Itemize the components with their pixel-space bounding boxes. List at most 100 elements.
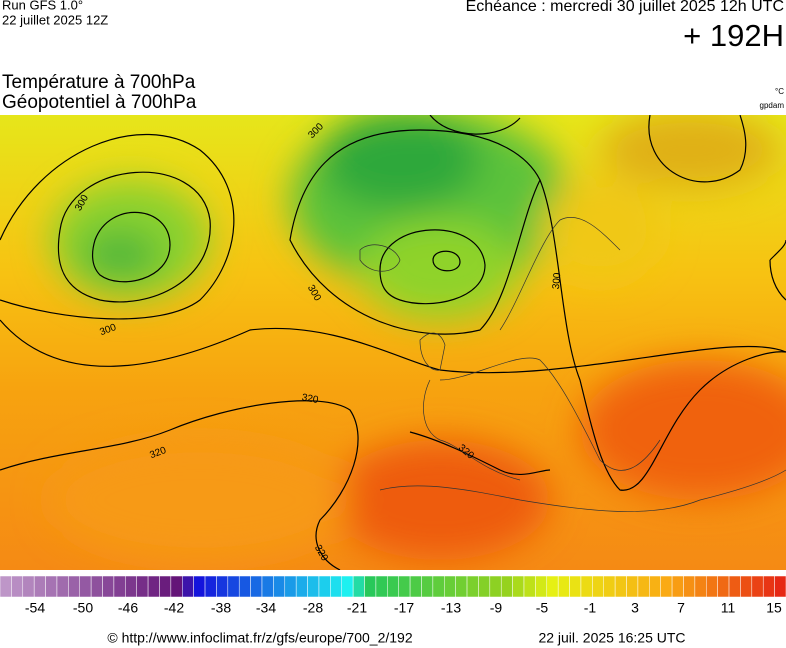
colorbar-swatch bbox=[740, 575, 753, 598]
contour bbox=[0, 134, 235, 320]
colorbar-swatch bbox=[182, 575, 194, 598]
contour bbox=[432, 250, 461, 272]
colorbar-swatch bbox=[535, 575, 548, 598]
colorbar-swatch bbox=[22, 575, 35, 598]
colorbar: -54 -50 -46 -42 -38 -34 -28 -21 -17 -13 -9 -5 -1 3 7 11… bbox=[0, 575, 786, 616]
colorbar-label: -5 bbox=[536, 600, 549, 616]
colorbar-swatch bbox=[444, 575, 456, 598]
colorbar-swatch bbox=[614, 575, 627, 598]
coastline bbox=[499, 217, 621, 331]
colorbar-swatch bbox=[68, 575, 80, 598]
colorbar-swatch bbox=[557, 575, 570, 598]
forecast-time: Echéance : mercredi 30 juillet 2025 12h … bbox=[466, 0, 784, 15]
colorbar-swatch bbox=[387, 575, 399, 598]
title-geopotential: Géopotentiel à 700hPa bbox=[2, 92, 197, 113]
run-date: 22 juillet 2025 12Z bbox=[2, 12, 108, 27]
colorbar-swatch bbox=[706, 575, 718, 598]
source-url: © http://www.infoclimat.fr/z/gfs/europe/… bbox=[107, 630, 412, 646]
colorbar-swatch bbox=[11, 575, 24, 598]
colorbar-label: -17 bbox=[394, 600, 414, 616]
colorbar-swatch bbox=[147, 575, 160, 598]
colorbar-label: 15 bbox=[766, 600, 782, 616]
colorbar-swatch bbox=[489, 575, 502, 598]
contours bbox=[0, 115, 786, 570]
colorbar-label: 7 bbox=[677, 600, 685, 616]
temperature-field bbox=[50, 115, 786, 560]
colorbar-swatch bbox=[273, 575, 286, 598]
colorbar-swatch bbox=[375, 575, 388, 598]
colorbar-swatch bbox=[728, 575, 741, 598]
colorbar-swatch bbox=[592, 575, 604, 598]
contour bbox=[57, 171, 211, 303]
colorbar-swatch bbox=[204, 575, 217, 598]
colorbar-swatch bbox=[774, 575, 786, 598]
coastline bbox=[439, 357, 661, 471]
contour bbox=[92, 211, 171, 283]
coastline bbox=[423, 379, 521, 481]
coastline bbox=[419, 332, 446, 371]
colorbar-swatch bbox=[159, 575, 172, 598]
colorbar-swatch bbox=[125, 575, 137, 598]
colorbar-label: -46 bbox=[118, 600, 138, 616]
colorbar-swatch bbox=[626, 575, 639, 598]
colorbar-swatch bbox=[90, 575, 103, 598]
contour bbox=[648, 115, 747, 183]
colorbar-label: 11 bbox=[721, 600, 736, 616]
colorbar-swatch bbox=[478, 575, 491, 598]
run-label: Run GFS 1.0° bbox=[2, 0, 83, 12]
colorbar-swatch bbox=[284, 575, 297, 598]
colorbar-swatch bbox=[466, 575, 479, 598]
colorbar-swatch bbox=[637, 575, 650, 598]
colorbar-swatch bbox=[523, 575, 536, 598]
colorbar-swatch bbox=[295, 575, 308, 598]
colorbar-swatch bbox=[660, 575, 673, 598]
contour-label: 320 bbox=[301, 392, 320, 406]
colorbar-swatch bbox=[409, 575, 422, 598]
colorbar-swatch bbox=[500, 575, 513, 598]
colorbar-swatch bbox=[238, 575, 251, 598]
colorbar-swatch bbox=[580, 575, 593, 598]
colorbar-swatch bbox=[170, 575, 183, 598]
coastline bbox=[379, 469, 786, 512]
colorbar-swatch bbox=[113, 575, 126, 598]
colorbar-swatch bbox=[512, 575, 525, 598]
contour bbox=[429, 115, 521, 135]
colorbar-label: -50 bbox=[73, 600, 93, 616]
colorbar-swatch bbox=[421, 575, 434, 598]
contour bbox=[0, 400, 359, 570]
colorbar-swatch bbox=[45, 575, 58, 598]
colorbar-label: -34 bbox=[256, 600, 276, 616]
colorbar-label: -9 bbox=[490, 600, 503, 616]
colorbar-swatch bbox=[455, 575, 468, 598]
colorbar-swatch bbox=[432, 575, 445, 598]
colorbar-label: -28 bbox=[303, 600, 323, 616]
colorbar-swatch bbox=[330, 575, 342, 598]
contour bbox=[0, 319, 786, 374]
colorbar-swatch bbox=[307, 575, 320, 598]
colorbar-swatch bbox=[250, 575, 263, 598]
colorbar-swatch bbox=[193, 575, 206, 598]
contour-label: 300 bbox=[551, 272, 563, 290]
colorbar-swatch bbox=[762, 575, 775, 598]
colorbar-swatch bbox=[318, 575, 331, 598]
colorbar-swatch bbox=[56, 575, 69, 598]
colorbar-swatch bbox=[0, 575, 12, 598]
colorbar-swatch bbox=[102, 575, 115, 598]
colorbar-swatch bbox=[398, 575, 411, 598]
colorbar-swatch bbox=[751, 575, 764, 598]
lead-time: + 192H bbox=[683, 18, 784, 53]
colorbar-swatch bbox=[694, 575, 707, 598]
colorbar-label: -1 bbox=[584, 600, 597, 616]
colorbar-swatch bbox=[546, 575, 559, 598]
colorbar-swatch bbox=[33, 575, 46, 598]
colorbar-swatch bbox=[683, 575, 696, 598]
colorbar-label: -38 bbox=[211, 600, 231, 616]
colorbar-label: 3 bbox=[631, 600, 639, 616]
colorbar-label: -13 bbox=[441, 600, 461, 616]
colorbar-swatch bbox=[341, 575, 354, 598]
colorbar-swatch bbox=[649, 575, 661, 598]
colorbar-swatch bbox=[603, 575, 616, 598]
